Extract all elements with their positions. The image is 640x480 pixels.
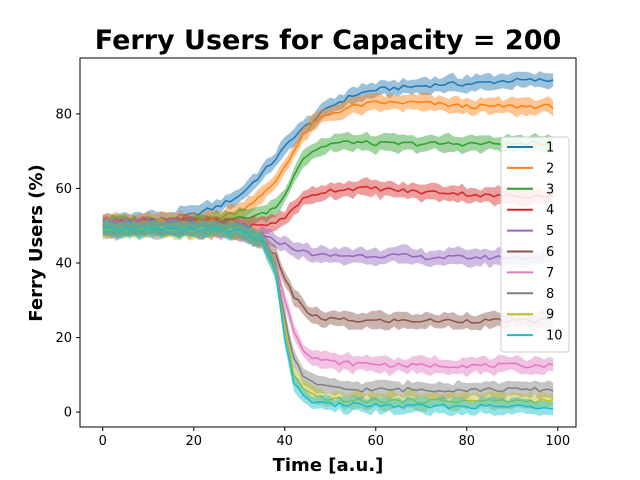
series-2-line (102, 100, 554, 225)
series-group (102, 71, 554, 417)
series-7-line (102, 224, 554, 369)
legend-label-1: 1 (546, 141, 554, 156)
axes: 0 20 40 60 80 100 0 20 40 60 80 (55, 57, 577, 449)
x-axis-title: Time [a.u.] (273, 455, 384, 476)
legend-label-4: 4 (546, 203, 554, 218)
legend-label-3: 3 (546, 182, 554, 197)
series-2-band (102, 92, 554, 234)
legend-box (500, 136, 570, 353)
x-tick-label: 20 (185, 434, 202, 449)
x-tick-label: 100 (545, 434, 570, 449)
x-tick-label: 40 (276, 434, 293, 449)
legend-label-6: 6 (546, 245, 554, 260)
y-tick-label: 80 (55, 107, 72, 122)
legend-label-5: 5 (546, 224, 554, 239)
legend: 1 2 3 4 5 6 7 8 9 10 (500, 136, 570, 353)
plot-area (102, 71, 554, 417)
x-tick-label: 0 (99, 434, 107, 449)
y-axis-title: Ferry Users (%) (26, 164, 47, 321)
series-9-band (102, 217, 554, 413)
legend-label-8: 8 (546, 287, 554, 302)
series-6-line (102, 225, 554, 324)
y-tick-label: 20 (55, 331, 72, 346)
x-tick-label: 80 (459, 434, 476, 449)
chart-title: Ferry Users for Capacity = 200 (95, 25, 562, 56)
y-tick-label: 0 (64, 406, 72, 421)
series-5-line (102, 224, 554, 261)
series-4-band (102, 177, 554, 237)
series-1-line (102, 77, 554, 224)
series-8-line (102, 226, 554, 393)
series-1-band (102, 71, 554, 232)
legend-label-9: 9 (546, 308, 554, 323)
axes-frame (79, 57, 577, 428)
y-tick-label: 40 (55, 257, 72, 272)
series-8-band (102, 218, 554, 402)
series-9-line (102, 226, 554, 404)
x-tick-label: 60 (368, 434, 385, 449)
series-7-band (102, 217, 554, 378)
y-tick-label: 60 (55, 182, 72, 197)
series-10-line (102, 226, 554, 410)
legend-label-10: 10 (546, 329, 563, 344)
legend-label-7: 7 (546, 266, 554, 281)
legend-label-2: 2 (546, 161, 554, 176)
